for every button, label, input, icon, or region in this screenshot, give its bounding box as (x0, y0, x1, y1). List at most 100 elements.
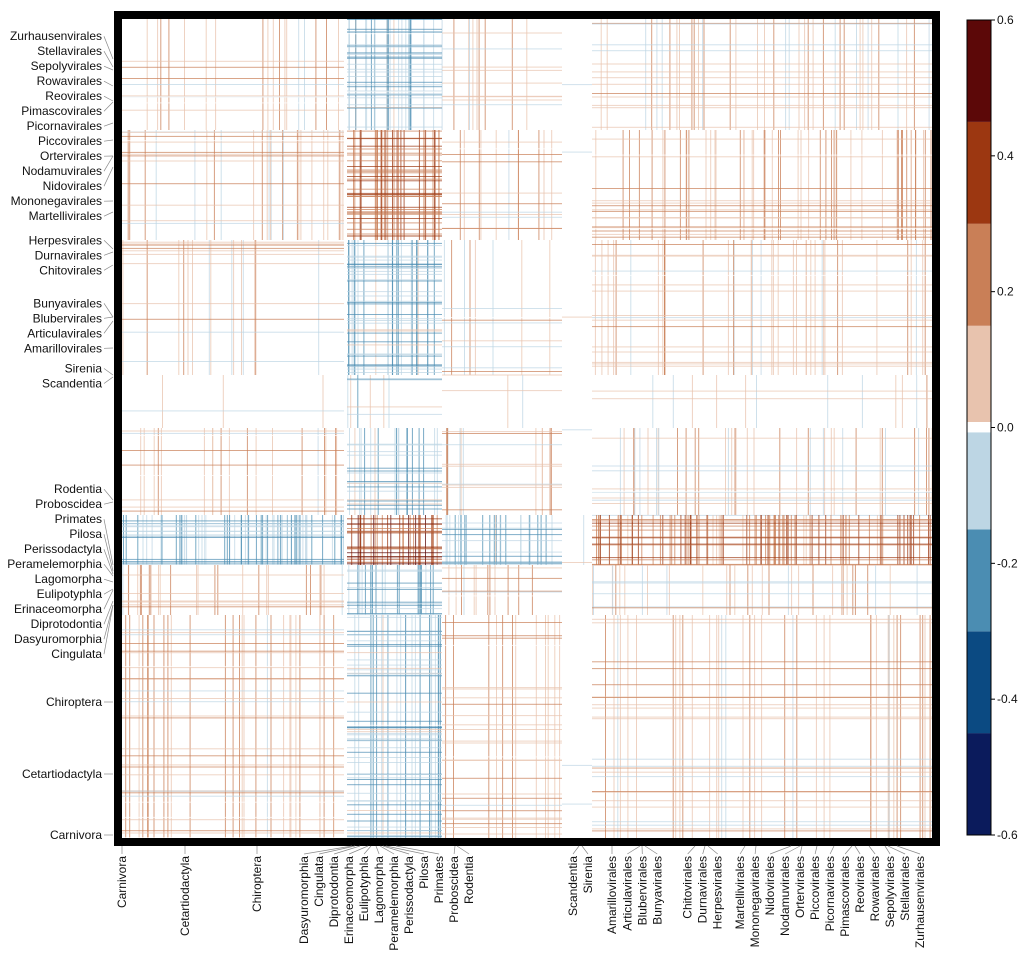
heatmap-cell (227, 515, 228, 565)
heatmap-cell (442, 433, 562, 434)
heatmap-cell (347, 356, 442, 357)
heatmap-cell (283, 615, 284, 840)
col-tick-label: Ortervirales (793, 856, 807, 918)
heatmap-cell (553, 18, 554, 130)
heatmap-cell (629, 130, 630, 240)
heatmap-cell (754, 428, 755, 515)
heatmap-cell (842, 240, 843, 375)
colorbar-tick-label: 0.6 (997, 13, 1014, 27)
heatmap-cell (627, 615, 628, 840)
heatmap-cell (716, 615, 717, 840)
heatmap-cell (779, 428, 780, 515)
heatmap-cell (323, 375, 324, 428)
heatmap-cell (607, 18, 608, 130)
heatmap-cell (595, 240, 596, 375)
heatmap-cell (442, 687, 562, 688)
heatmap-cell (592, 515, 937, 516)
heatmap-cell (926, 428, 927, 515)
heatmap-cell (122, 183, 344, 184)
heatmap-cell (359, 515, 360, 565)
heatmap-cell (442, 794, 562, 795)
heatmap-cell (262, 515, 263, 565)
heatmap-cell (221, 428, 222, 515)
col-tick-label: Eulipotyphla (357, 856, 371, 922)
heatmap-cell (463, 428, 464, 515)
heatmap-cell (302, 515, 303, 565)
heatmap-cell (754, 615, 755, 840)
heatmap-cell (245, 515, 246, 565)
heatmap-cell (347, 774, 442, 775)
heatmap-cell (347, 131, 442, 132)
heatmap-cell (358, 565, 359, 615)
heatmap-cell (925, 240, 926, 375)
colorbar-tick-label: 0.2 (997, 285, 1014, 299)
heatmap-cell (592, 188, 937, 189)
heatmap-cell (710, 130, 711, 240)
heatmap-cell (181, 515, 182, 565)
row-tick-label: Amarillovirales (24, 341, 102, 355)
heatmap-cell (656, 428, 657, 515)
heatmap-cell (592, 526, 937, 527)
heatmap-cell (592, 530, 937, 531)
heatmap-cell (442, 154, 562, 155)
heatmap-cell (190, 615, 191, 840)
col-tick-leader (885, 846, 890, 854)
heatmap-cell (297, 515, 298, 565)
heatmap-cell (347, 365, 442, 366)
heatmap-cell (179, 515, 180, 565)
heatmap-cell (442, 834, 562, 835)
heatmap-cell (147, 18, 148, 130)
heatmap-cell (592, 772, 937, 773)
heatmap-cell (889, 615, 890, 840)
heatmap-cell (592, 791, 937, 792)
heatmap-cell (592, 488, 937, 489)
heatmap-cell (562, 152, 592, 153)
heatmap-cell (122, 511, 344, 512)
heatmap-cell (348, 18, 349, 130)
heatmap-cell (347, 209, 442, 210)
heatmap-cell (810, 428, 811, 515)
heatmap-cell (347, 369, 442, 370)
heatmap-cell (347, 518, 442, 519)
heatmap-cell (477, 18, 478, 130)
colorbar-bin (967, 631, 991, 733)
heatmap-cell (295, 615, 296, 840)
col-tick-label: Pilosa (417, 856, 431, 889)
heatmap-cell (272, 428, 273, 515)
heatmap-cell (122, 565, 123, 615)
heatmap-cell (347, 444, 442, 445)
heatmap-cell (634, 428, 635, 515)
heatmap-cell (122, 634, 344, 635)
heatmap-cell (347, 138, 442, 139)
heatmap-cell (122, 154, 344, 155)
heatmap-cell (347, 19, 442, 20)
col-tick-leader (708, 846, 718, 854)
heatmap-cell (347, 196, 442, 197)
heatmap-cell (743, 130, 744, 240)
heatmap-cell (592, 718, 937, 719)
heatmap-cell (266, 565, 267, 615)
heatmap-cell (347, 160, 442, 161)
heatmap-cell (347, 155, 442, 156)
heatmap-cell (326, 18, 327, 130)
heatmap-cell (139, 615, 140, 840)
heatmap-cell (122, 830, 344, 831)
heatmap-cell (122, 263, 344, 264)
heatmap-cell (485, 18, 486, 130)
heatmap-cells (122, 18, 937, 840)
row-tick-leader (104, 303, 113, 317)
heatmap-cell (850, 130, 851, 240)
col-tick-label: Sirenia (581, 856, 595, 894)
col-tick-leader (573, 846, 579, 854)
heatmap-cell (592, 234, 937, 235)
heatmap-cell (399, 515, 400, 565)
heatmap-cell (143, 515, 144, 565)
heatmap-cell (347, 531, 442, 532)
heatmap-cell (347, 640, 442, 641)
heatmap-cell (347, 46, 442, 47)
heatmap-cell (247, 428, 248, 515)
heatmap-cell (347, 222, 442, 223)
heatmap-cell (122, 245, 344, 246)
heatmap-cell (806, 240, 807, 375)
heatmap-cell (178, 240, 179, 375)
